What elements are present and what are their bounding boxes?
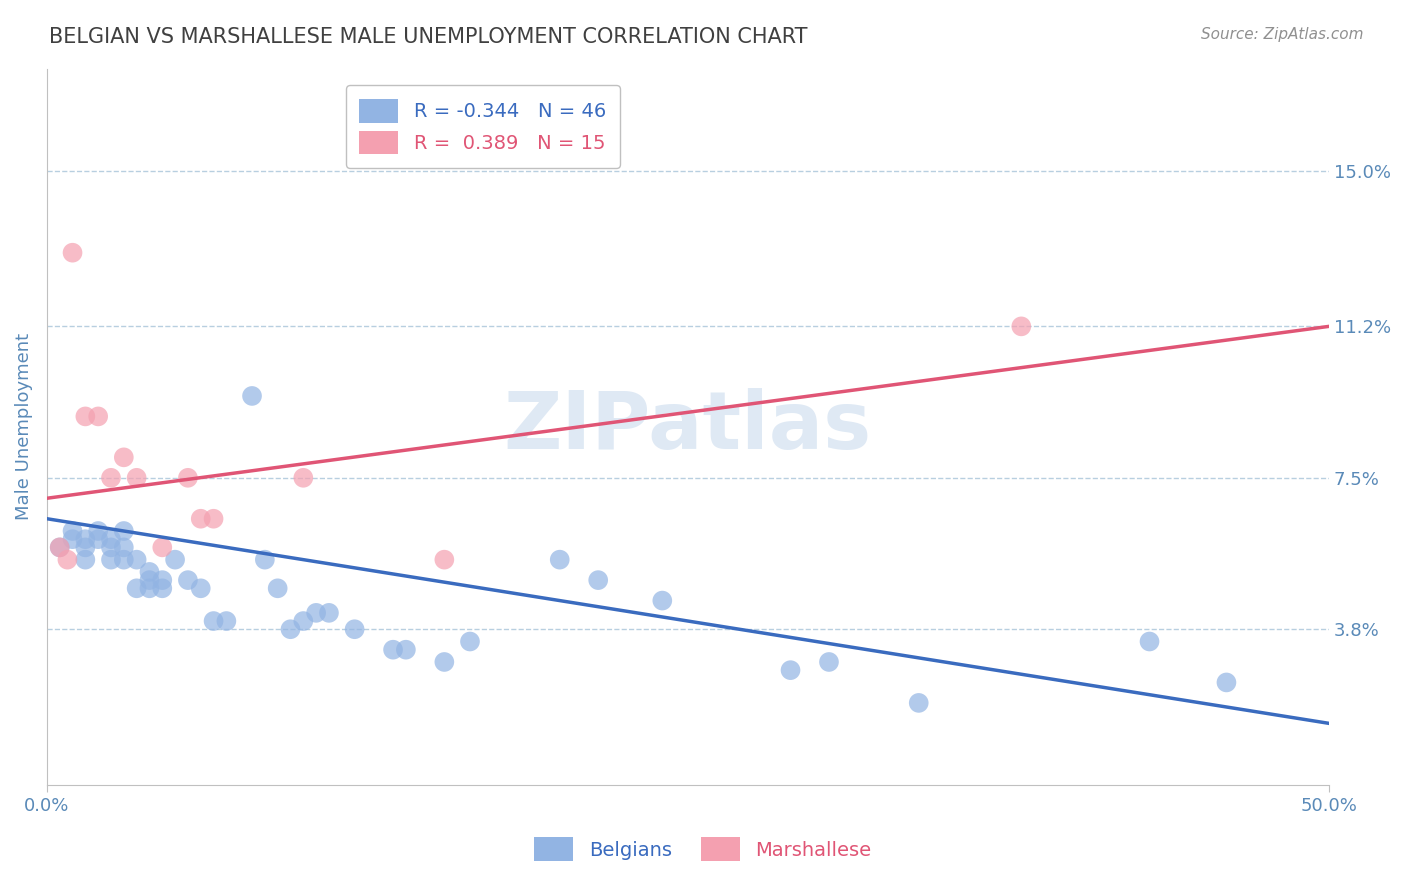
Point: [87, 532, 110, 546]
Y-axis label: Male Unemployment: Male Unemployment: [15, 333, 32, 520]
Point: [266, 582, 288, 596]
Point: [100, 471, 122, 485]
Point: [253, 552, 276, 566]
Point: [125, 552, 148, 566]
Point: [548, 552, 571, 566]
Point: [177, 471, 200, 485]
Point: [190, 512, 212, 526]
Legend: R = -0.344   N = 46, R =  0.389   N = 15: R = -0.344 N = 46, R = 0.389 N = 15: [346, 86, 620, 168]
Point: [87, 524, 110, 538]
Point: [87, 409, 110, 424]
Point: [112, 450, 135, 465]
Point: [48, 541, 70, 555]
Point: [48, 541, 70, 555]
Point: [433, 552, 456, 566]
Point: [458, 634, 481, 648]
Point: [433, 655, 456, 669]
Point: [62, 524, 84, 538]
Point: [818, 655, 841, 669]
Point: [150, 573, 173, 587]
Point: [215, 614, 238, 628]
Point: [1215, 675, 1237, 690]
Text: BELGIAN VS MARSHALLESE MALE UNEMPLOYMENT CORRELATION CHART: BELGIAN VS MARSHALLESE MALE UNEMPLOYMENT…: [49, 27, 807, 46]
Point: [100, 541, 122, 555]
Point: [1010, 319, 1032, 334]
Text: ZIPatlas: ZIPatlas: [503, 388, 872, 466]
Point: [586, 573, 609, 587]
Point: [100, 552, 122, 566]
Point: [150, 582, 173, 596]
Point: [138, 565, 160, 579]
Point: [125, 582, 148, 596]
Point: [907, 696, 929, 710]
Point: [318, 606, 340, 620]
Point: [305, 606, 328, 620]
Point: [75, 532, 97, 546]
Point: [112, 541, 135, 555]
Point: [651, 593, 673, 607]
Point: [292, 471, 315, 485]
Point: [62, 245, 84, 260]
Point: [292, 614, 315, 628]
Point: [112, 524, 135, 538]
Point: [56, 552, 79, 566]
Point: [75, 409, 97, 424]
Point: [150, 541, 173, 555]
Point: [779, 663, 801, 677]
Point: [280, 622, 302, 636]
Point: [240, 389, 263, 403]
Point: [138, 573, 160, 587]
Point: [343, 622, 366, 636]
Point: [395, 642, 418, 657]
Text: Source: ZipAtlas.com: Source: ZipAtlas.com: [1201, 27, 1364, 42]
Point: [177, 573, 200, 587]
Point: [382, 642, 405, 657]
Point: [190, 582, 212, 596]
Point: [202, 512, 225, 526]
Legend: Belgians, Marshallese: Belgians, Marshallese: [527, 830, 879, 869]
Point: [138, 582, 160, 596]
Point: [125, 471, 148, 485]
Point: [1139, 634, 1161, 648]
Point: [75, 552, 97, 566]
Point: [75, 541, 97, 555]
Point: [165, 552, 187, 566]
Point: [112, 552, 135, 566]
Point: [62, 532, 84, 546]
Point: [100, 532, 122, 546]
Point: [202, 614, 225, 628]
